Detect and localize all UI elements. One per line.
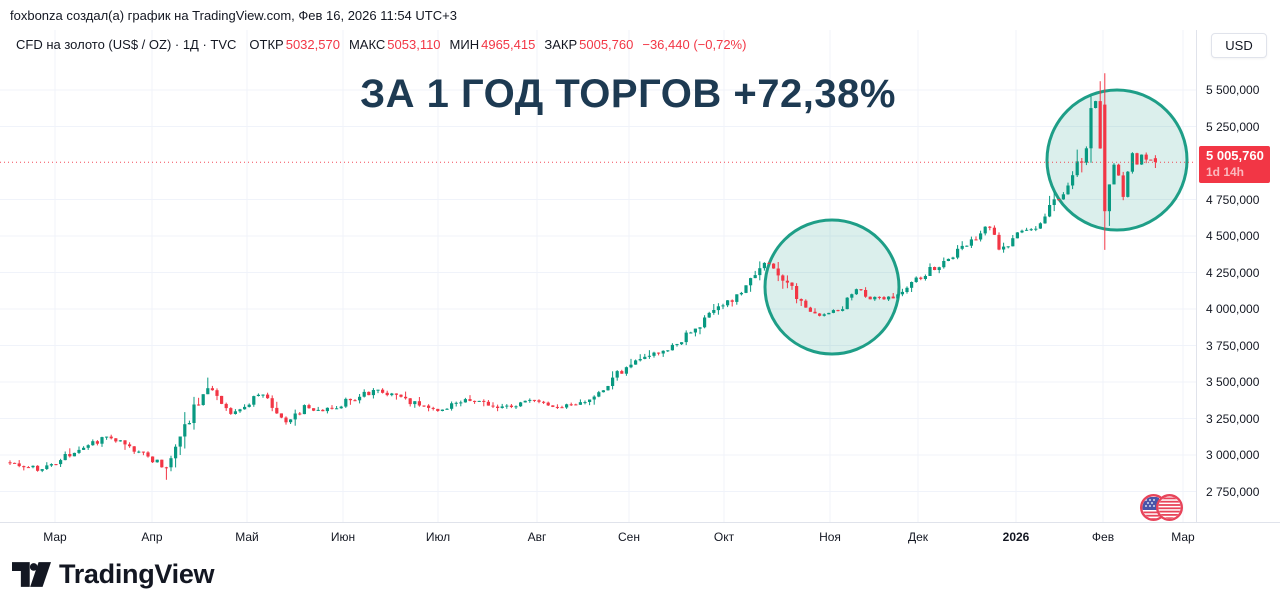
price-tick: 2 750,000 [1206,485,1260,499]
bar-countdown: 1d 14h [1206,165,1245,179]
low-value: 4965,415 [481,37,536,52]
month-label: Июн [330,530,356,544]
currency-button[interactable]: USD [1211,33,1267,58]
month-label: Сен [618,530,640,544]
close-value: 5005,760 [579,37,634,52]
price-tick: 3 000,000 [1206,448,1260,462]
month-label: Апр [141,530,163,544]
last-price-label: 5 005,760 1d 14h [1199,146,1270,183]
price-tick: 4 000,000 [1206,302,1260,316]
month-label: Ноя [819,530,841,544]
change-value: −36,440 (−0,72%) [642,37,747,52]
price-tick: 5 500,000 [1206,83,1260,97]
open-value: 5032,570 [285,37,340,52]
currency-label: USD [1225,38,1253,53]
close-label: ЗАКР [544,37,578,52]
month-label: Мар [43,530,67,544]
share-header-text: foxbonza создал(а) график на TradingView… [10,8,457,23]
tradingview-logo-icon [12,562,51,587]
time-axis[interactable]: Мар Апр Май Июн Июл Авг Сен Окт Ноя Дек 2026 Фев Мар [0,522,1280,553]
share-header: foxbonza создал(а) график на TradingView… [10,0,457,30]
month-label: Окт [713,530,735,544]
price-axis[interactable]: USD 5 005,760 1d 14h 5 500,000 5 250,000 4… [1196,30,1280,522]
price-tick: 4 750,000 [1206,193,1260,207]
footer: TradingView [0,552,1280,609]
month-label: Дек [907,530,929,544]
high-label: МАКС [348,37,386,52]
high-value: 5053,110 [387,37,441,52]
open-label: ОТКР [249,37,284,52]
symbol-legend[interactable]: CFD на золото (US$ / OZ) · 1Д · TVC ОТКР… [16,37,746,52]
symbol-title[interactable]: CFD на золото (US$ / OZ) · 1Д · TVC [16,37,237,52]
price-tick: 3 750,000 [1206,339,1260,353]
price-tick: 3 250,000 [1206,412,1260,426]
price-tick: 4 250,000 [1206,266,1260,280]
price-tick: 4 500,000 [1206,229,1260,243]
annotation-text: ЗА 1 ГОД ТОРГОВ +72,38% [360,72,896,116]
month-label: Фев [1091,530,1115,544]
month-label: Май [235,530,259,544]
tradingview-wordmark: TradingView [59,559,215,589]
tradingview-logo[interactable]: TradingView [12,559,215,590]
candlestick-chart[interactable] [0,30,1196,522]
symbol-flag-icon [1139,492,1185,528]
price-tick: 5 250,000 [1206,120,1260,134]
month-label: Авг [527,530,547,544]
month-label: Июл [425,530,451,544]
month-label: 2026 [1002,530,1030,544]
price-tick: 3 500,000 [1206,375,1260,389]
month-label: Мар [1171,530,1195,544]
low-label: МИН [449,37,480,52]
last-price-value: 5 005,760 [1206,148,1264,163]
